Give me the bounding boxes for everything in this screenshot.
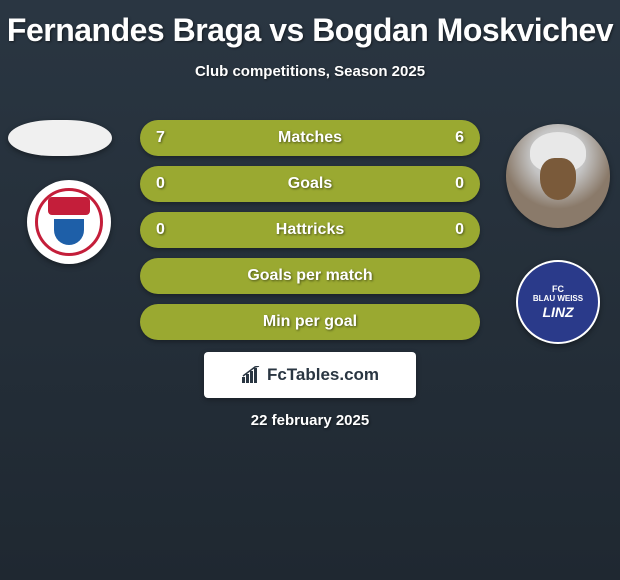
stat-row-goals-per-match: Goals per match [140,258,480,294]
player-photo-right [506,124,610,228]
stat-label: Goals per match [247,267,372,285]
brand-text: FcTables.com [267,365,379,385]
club-text-bw: BLAU WEISS [533,294,583,304]
stat-label: Matches [278,129,342,147]
stat-left-value: 0 [156,175,165,193]
stat-left-value: 7 [156,129,165,147]
club-logo-right: FC BLAU WEISS LINZ [516,260,600,344]
stat-right-value: 0 [455,175,464,193]
stat-label: Min per goal [263,313,357,331]
date-text: 22 february 2025 [251,412,369,429]
stats-container: 7 Matches 6 0 Goals 0 0 Hattricks 0 Goal… [140,120,480,350]
stat-row-hattricks: 0 Hattricks 0 [140,212,480,248]
club-crest-icon [35,188,103,256]
page-title: Fernandes Braga vs Bogdan Moskvichev [0,0,620,49]
stat-right-value: 6 [455,129,464,147]
bar-chart-icon [241,366,261,384]
stat-right-value: 0 [455,221,464,239]
player-photo-left [8,120,112,156]
club-text-linz: LINZ [542,305,573,319]
stat-row-goals: 0 Goals 0 [140,166,480,202]
club-text-fc: FC [552,285,564,294]
stat-left-value: 0 [156,221,165,239]
brand-box: FcTables.com [204,352,416,398]
stat-row-min-per-goal: Min per goal [140,304,480,340]
stat-row-matches: 7 Matches 6 [140,120,480,156]
stat-label: Hattricks [276,221,344,239]
page-subtitle: Club competitions, Season 2025 [0,63,620,80]
stat-label: Goals [288,175,332,193]
club-logo-left [27,180,111,264]
